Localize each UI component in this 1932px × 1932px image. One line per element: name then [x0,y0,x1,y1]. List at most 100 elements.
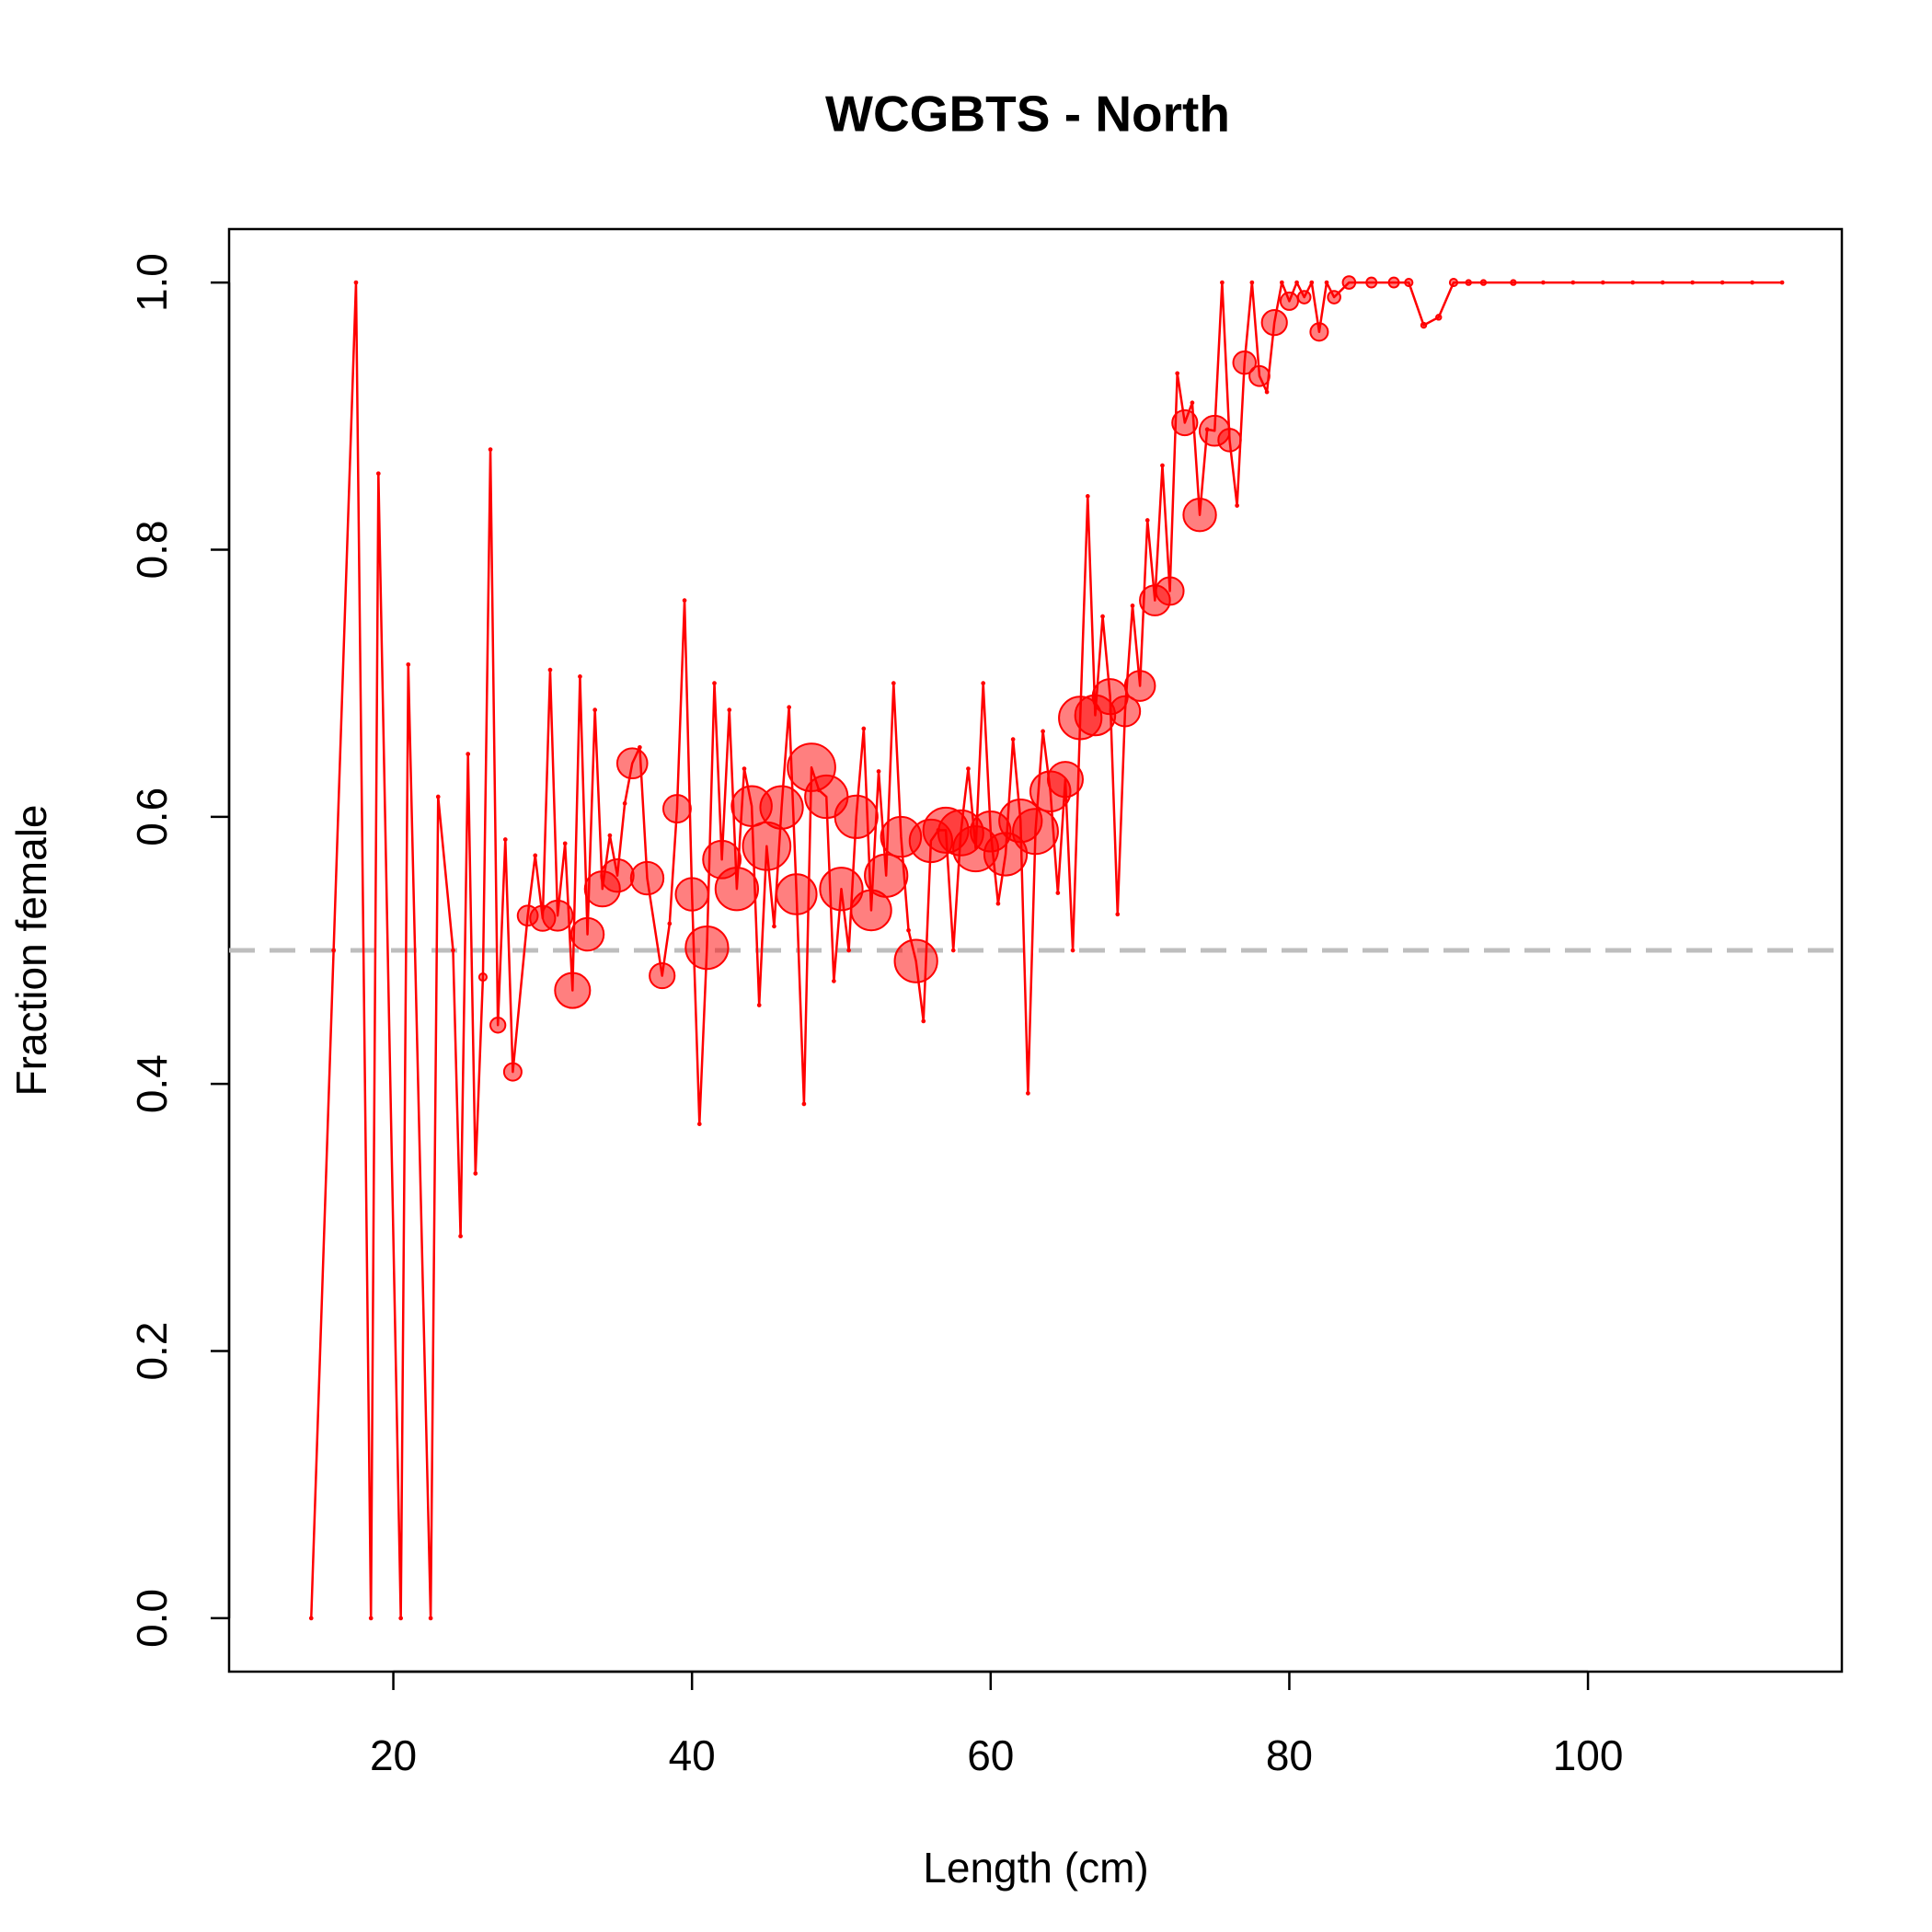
data-point [1123,670,1156,702]
data-point [1070,948,1075,953]
data-point [1387,276,1400,289]
data-point [787,705,792,710]
data-point [684,925,730,971]
data-point [353,280,359,285]
data-point [1324,280,1329,285]
data-point [661,794,692,824]
data-point [1327,290,1341,305]
data-point [714,867,759,912]
y-tick-label: 0.2 [128,1322,176,1381]
data-point [562,841,568,846]
data-point [1600,280,1605,285]
data-point [727,707,732,713]
data-point [331,948,336,953]
data-point [1220,280,1225,285]
data-point [772,924,776,929]
data-point [1448,277,1459,288]
data-point [893,938,938,983]
data-point [1115,912,1121,917]
data-point [428,1616,433,1621]
data-point [1279,291,1299,311]
data-point [1109,695,1142,728]
data-point [1660,280,1665,285]
data-point [1171,408,1199,437]
x-tick-label: 60 [967,1731,1014,1779]
y-tick-label: 0.8 [128,520,176,579]
data-point [649,961,676,990]
data-point [458,1234,463,1239]
data-point [1248,364,1271,387]
data-point [1264,389,1270,395]
data-point [1260,309,1288,337]
x-tick-label: 20 [370,1731,417,1779]
data-point [308,1616,314,1621]
data-point [1055,891,1061,895]
data-point [1160,463,1165,468]
data-point [435,794,441,799]
data-point [950,948,956,953]
data-point [966,766,971,771]
data-point [592,707,598,713]
y-tick-label: 0.4 [128,1054,176,1113]
data-point [1279,280,1284,285]
y-tick-label: 0.0 [128,1589,176,1648]
data-point [1041,729,1045,734]
data-point [696,1121,702,1127]
data-point [1100,614,1105,619]
data-point [541,899,574,932]
data-point [1690,280,1696,285]
data-point [906,927,911,933]
data-point [1510,279,1517,286]
x-tick-label: 40 [669,1731,716,1779]
data-point [488,447,493,452]
x-tick-label: 100 [1553,1731,1624,1779]
data-point [1779,280,1785,285]
data-point [638,744,642,750]
x-axis-label: Length (cm) [923,1844,1148,1892]
data-point [1541,280,1546,285]
chart-title: WCGBTS - North [825,86,1230,143]
data-point [1435,314,1443,321]
data-point [1217,428,1242,453]
data-point [861,726,867,731]
data-point [1130,604,1135,608]
data-point [547,667,553,673]
data-point [600,858,635,893]
data-point [1235,503,1239,508]
data-point [832,979,836,983]
y-tick-label: 0.6 [128,788,176,846]
data-point [1750,280,1754,285]
data-point [398,1616,404,1621]
data-point [1144,518,1150,523]
data-point [682,598,687,603]
data-point [1309,322,1329,342]
x-tick-label: 80 [1266,1731,1313,1779]
data-point [1012,808,1059,856]
data-point [921,1018,926,1024]
data-point [1365,276,1378,289]
data-point [667,921,673,926]
data-point [1026,1090,1030,1096]
data-point [554,972,592,1009]
data-point [846,948,851,953]
data-point [1570,280,1576,285]
data-point [569,916,605,952]
data-point [406,661,411,667]
data-point [1175,371,1180,376]
data-point [578,674,582,679]
data-point [712,681,717,685]
data-point [1182,498,1217,533]
data-point [776,873,818,915]
data-point [1010,737,1016,742]
data-point [368,1616,374,1621]
data-point [477,972,489,983]
data-point [1404,277,1414,288]
data-point [451,948,455,953]
data-point [1341,275,1357,290]
data-point [1630,280,1636,285]
data-point [1190,400,1195,406]
data-point [502,837,508,842]
data-point [819,867,864,912]
